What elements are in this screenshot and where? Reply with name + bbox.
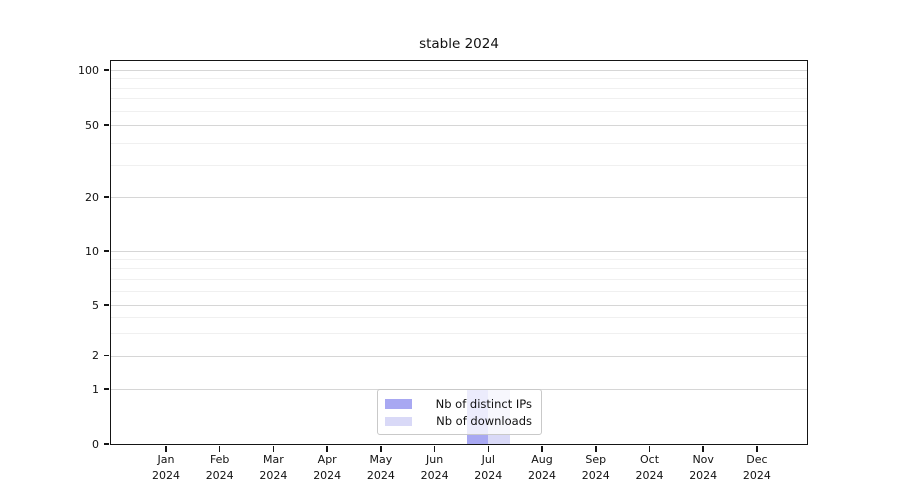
y-tick-mark [103, 69, 109, 71]
y-tick-label: 10 [85, 244, 99, 258]
major-gridline [111, 305, 807, 306]
minor-gridline [111, 290, 807, 292]
legend-swatch-1 [385, 416, 412, 426]
x-tick-mark [218, 446, 221, 452]
x-tick-mark [326, 446, 328, 452]
x-tick-label: Jan 2024 [152, 453, 180, 482]
major-gridline [111, 197, 807, 198]
minor-gridline [111, 87, 807, 89]
plot-area: 0 1 2 5 10 20 50 100 Jan 2024 Feb 2024 Mar 2024 Ap… [78, 60, 808, 482]
legend-entry: Nb of distinct IPs [385, 395, 532, 412]
chart-title: stable 2024 [419, 36, 499, 52]
x-tick-label: Mar 2024 [259, 453, 288, 482]
x-tick-label: Jul 2024 [474, 453, 503, 482]
y-tick-label: 20 [85, 190, 99, 204]
y-tick-mark [103, 388, 109, 390]
x-tick-label: Dec 2024 [742, 453, 771, 482]
minor-gridline [111, 98, 807, 100]
x-tick-label: Nov 2024 [689, 453, 718, 482]
minor-gridline [111, 259, 807, 261]
x-tick-mark [380, 446, 382, 452]
legend: Nb of distinct IPs Nb of downloads [377, 389, 542, 435]
y-tick-label: 50 [85, 118, 99, 132]
y-tick-mark [103, 354, 109, 357]
minor-gridline [111, 165, 807, 167]
y-tick-mark [103, 250, 109, 252]
minor-gridline [111, 317, 807, 319]
y-tick-label: 100 [78, 63, 99, 77]
x-tick-mark [702, 446, 704, 452]
x-tick-label: Oct 2024 [635, 453, 664, 482]
y-tick-mark [103, 124, 109, 126]
x-tick-label: Apr 2024 [313, 453, 342, 482]
minor-gridline [111, 142, 807, 144]
x-tick-mark [648, 446, 651, 452]
x-tick-label: Feb 2024 [205, 453, 234, 482]
x-tick-label: May 2024 [366, 453, 395, 482]
minor-gridline [111, 78, 807, 80]
minor-gridline [111, 278, 807, 280]
y-tick-label: 2 [92, 349, 99, 362]
x-tick-mark [272, 446, 275, 452]
x-tick-mark [487, 446, 490, 452]
x-tick-mark [595, 446, 597, 452]
legend-swatch-0 [385, 399, 412, 409]
y-tick-mark [103, 196, 109, 198]
major-gridline [111, 125, 807, 126]
minor-gridline [111, 268, 807, 270]
x-tick-mark [756, 446, 758, 452]
minor-gridline [111, 333, 807, 335]
major-gridline [111, 251, 807, 252]
x-tick-label: Jun 2024 [420, 453, 449, 482]
x-tick-mark [165, 446, 167, 452]
y-tick-label: 1 [92, 382, 99, 396]
minor-gridline [111, 110, 807, 112]
y-tick-label: 5 [92, 298, 99, 312]
x-tick-label: Aug 2024 [528, 453, 556, 482]
major-gridline [111, 355, 807, 357]
x-tick-mark [433, 446, 436, 452]
legend-label: Nb of distinct IPs [435, 396, 532, 411]
y-tick-mark [103, 304, 109, 306]
legend-entry: Nb of downloads [385, 413, 532, 430]
major-gridline [111, 70, 807, 71]
x-tick-label: Sep 2024 [581, 453, 610, 482]
y-tick-label: 0 [92, 437, 99, 451]
x-tick-mark [541, 446, 543, 452]
legend-label: Nb of downloads [436, 414, 532, 429]
y-tick-mark [103, 443, 109, 445]
